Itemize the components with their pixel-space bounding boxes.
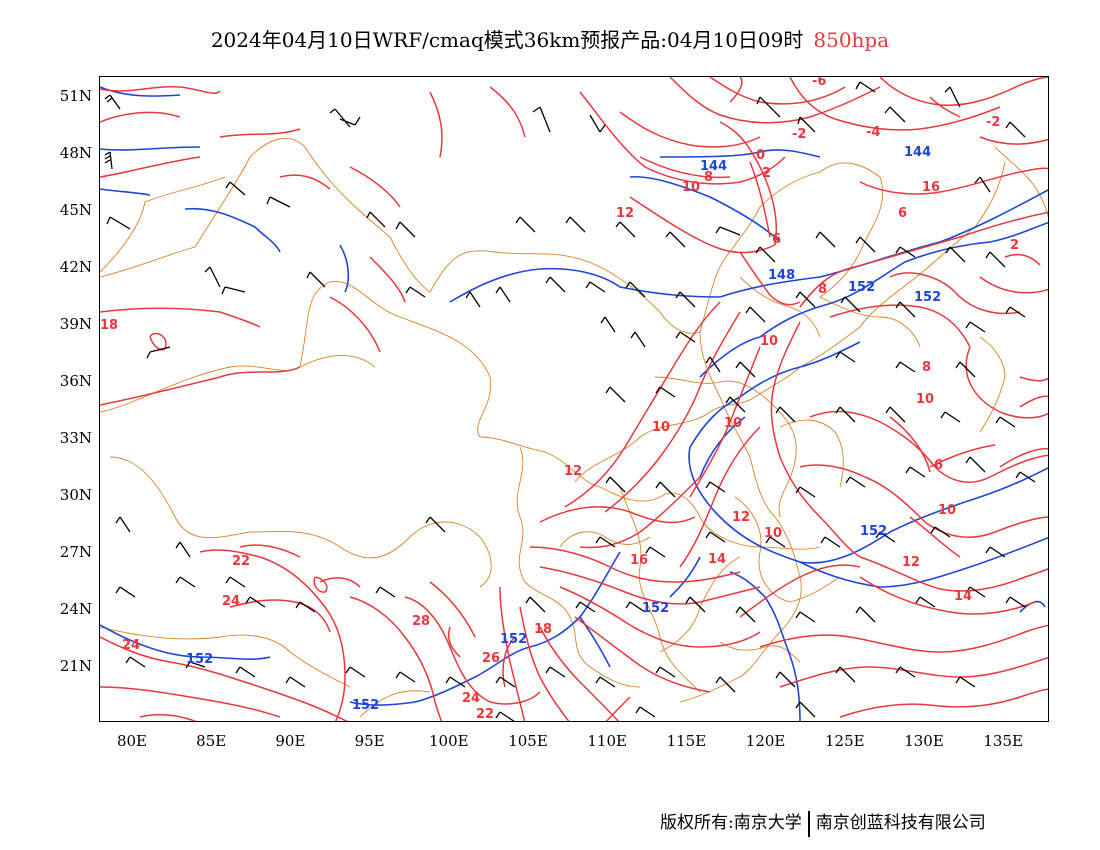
lat-tick-label: 51N xyxy=(59,87,92,105)
temp-label: 6 xyxy=(772,232,781,247)
lon-tick-label: 85E xyxy=(196,732,227,750)
lon-tick-label: 105E xyxy=(508,732,548,750)
temp-label: 24 xyxy=(222,594,240,609)
temperature-contours xyxy=(100,77,1048,721)
height-label: 152 xyxy=(642,601,669,616)
height-label: 152 xyxy=(186,652,213,667)
temp-label: 8 xyxy=(818,282,827,297)
boundary-lines xyxy=(100,137,1048,718)
height-labels: 144 144 148 152 152 152 152 152 152 152 xyxy=(186,145,941,713)
temp-label: 18 xyxy=(534,622,552,637)
lon-tick-label: 95E xyxy=(354,732,385,750)
height-contours xyxy=(100,86,1048,721)
temp-label: -2 xyxy=(986,115,1000,130)
temp-label: 12 xyxy=(564,464,582,479)
temp-label: 22 xyxy=(232,554,250,569)
weather-map-svg: -6 -2 -4 -2 0 2 10 8 12 6 16 6 2 8 10 18… xyxy=(100,77,1048,722)
temp-label: -4 xyxy=(866,125,880,140)
height-label: 152 xyxy=(500,632,527,647)
temp-label: 8 xyxy=(704,170,713,185)
temp-label: 12 xyxy=(732,510,750,525)
lon-tick-label: 100E xyxy=(429,732,469,750)
temp-label: 16 xyxy=(922,180,940,195)
temp-label: 18 xyxy=(100,318,118,333)
temp-label: 10 xyxy=(938,503,956,518)
temp-label: 6 xyxy=(898,206,907,221)
lat-tick-label: 42N xyxy=(59,258,92,276)
temp-label: 16 xyxy=(630,553,648,568)
height-label: 148 xyxy=(768,268,795,283)
height-label: 152 xyxy=(860,524,887,539)
temperature-labels: -6 -2 -4 -2 0 2 10 8 12 6 16 6 2 8 10 18… xyxy=(100,77,1019,722)
lon-tick-label: 110E xyxy=(587,732,627,750)
temp-label: 10 xyxy=(916,392,934,407)
temp-label: 10 xyxy=(760,334,778,349)
lat-tick-label: 24N xyxy=(59,600,92,618)
copyright-separator xyxy=(807,810,810,837)
lat-tick-label: 27N xyxy=(59,543,92,561)
temp-label: 6 xyxy=(934,458,943,473)
temp-label: 28 xyxy=(412,614,430,629)
temp-label: 12 xyxy=(902,555,920,570)
copyright-company: 南京创蓝科技有限公司 xyxy=(815,813,986,833)
temp-label: 10 xyxy=(724,416,742,431)
height-label: 144 xyxy=(904,145,931,160)
height-label: 152 xyxy=(848,280,875,295)
wind-barbs xyxy=(104,81,1036,721)
lon-tick-label: 130E xyxy=(904,732,944,750)
height-label: 152 xyxy=(352,698,379,713)
temp-label: 14 xyxy=(954,589,972,604)
temp-label: 24 xyxy=(122,638,140,653)
lon-tick-label: 135E xyxy=(983,732,1023,750)
temp-label: 10 xyxy=(682,180,700,195)
lon-tick-label: 120E xyxy=(745,732,786,750)
height-label: 144 xyxy=(700,159,727,174)
temp-label: 12 xyxy=(616,206,634,221)
lat-tick-label: 45N xyxy=(59,201,92,219)
temp-label: 10 xyxy=(764,526,782,541)
lon-tick-label: 115E xyxy=(666,732,707,750)
lat-tick-label: 21N xyxy=(59,657,92,675)
temp-label: 2 xyxy=(762,166,771,181)
temp-label: 0 xyxy=(756,148,765,163)
temp-label: 26 xyxy=(482,651,500,666)
temp-label: 8 xyxy=(922,360,931,375)
copyright-owner: 版权所有:南京大学 xyxy=(660,813,802,833)
temp-label: 2 xyxy=(1010,238,1019,253)
lon-tick-label: 90E xyxy=(275,732,306,750)
title-level: 850hpa xyxy=(813,28,890,52)
temp-label: -6 xyxy=(812,77,826,89)
lat-tick-label: 30N xyxy=(59,486,92,504)
weather-map: -6 -2 -4 -2 0 2 10 8 12 6 16 6 2 8 10 18… xyxy=(99,76,1049,722)
lon-tick-label: 80E xyxy=(116,732,148,750)
lon-tick-label: 125E xyxy=(825,732,865,750)
title-main: 2024年04月10日WRF/cmaq模式36km预报产品:04月10日09时 xyxy=(210,28,804,52)
lat-tick-label: 33N xyxy=(59,429,92,447)
height-label: 152 xyxy=(914,290,941,305)
temp-label: 14 xyxy=(708,552,726,567)
lat-tick-label: 39N xyxy=(59,315,92,333)
lat-tick-label: 48N xyxy=(59,144,92,162)
lat-tick-label: 36N xyxy=(59,372,92,390)
temp-label: 22 xyxy=(476,707,494,722)
temp-label: 24 xyxy=(462,691,480,706)
chart-title: 2024年04月10日WRF/cmaq模式36km预报产品:04月10日09时 8… xyxy=(0,24,1100,53)
temp-label: -2 xyxy=(792,127,806,142)
temp-label: 10 xyxy=(652,420,670,435)
copyright: 版权所有:南京大学 南京创蓝科技有限公司 xyxy=(660,808,986,837)
